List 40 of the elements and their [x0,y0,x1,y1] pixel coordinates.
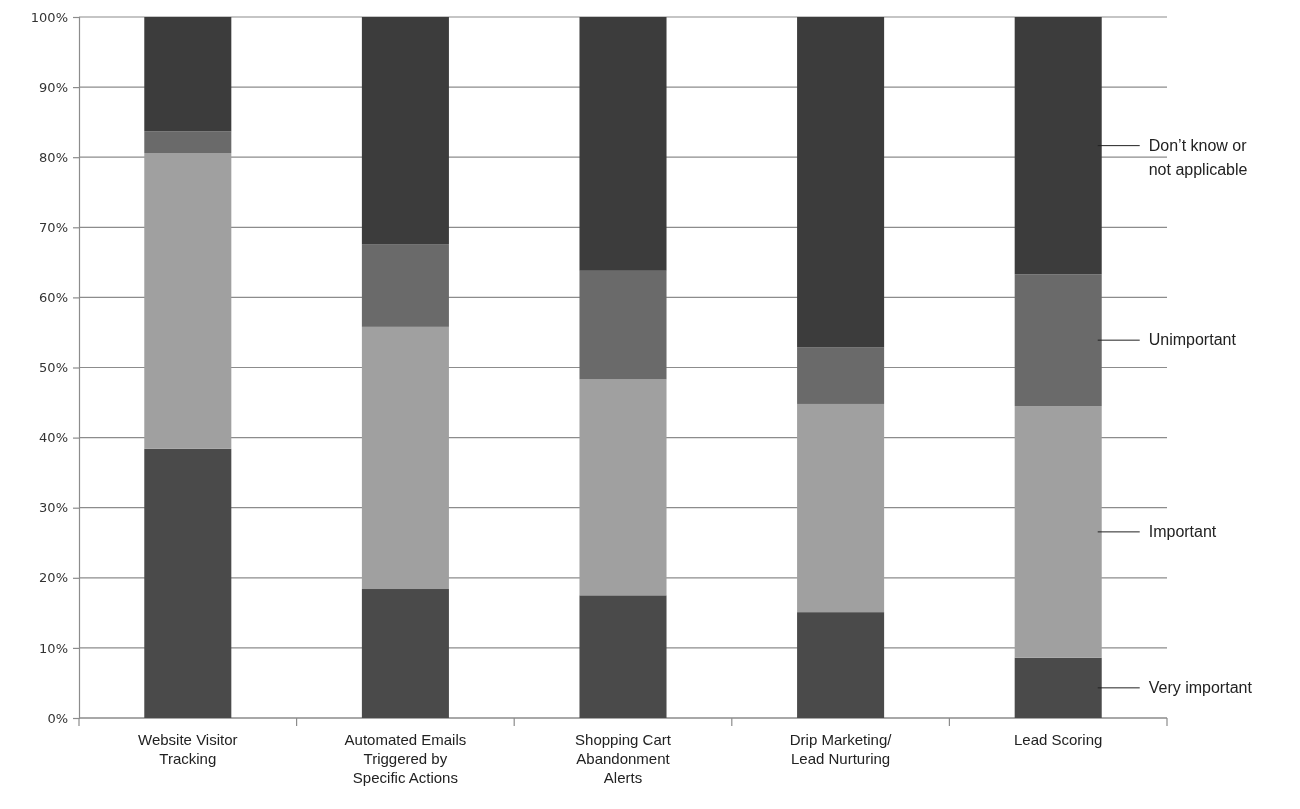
x-tick-label: Website Visitor Tracking [138,731,238,767]
y-tick-label: 60% [39,290,68,306]
bar [797,347,885,404]
bar [797,403,885,613]
bar [1014,17,1102,275]
x-tick-label: Shopping Cart Abandonment Alerts [575,731,672,786]
bar [1014,406,1102,658]
y-tick-label: 100% [30,9,68,25]
y-tick-label: 50% [39,360,68,376]
bar [579,379,667,596]
bar [361,244,449,327]
y-tick-label: 80% [39,149,68,165]
text: Important [1148,522,1217,540]
text: Unimportant [1148,331,1237,349]
bar [797,17,885,348]
x-tick-label: Drip Marketing/ Lead Nurturing [789,731,893,767]
text: Very important [1148,678,1253,696]
y-tick-label: 70% [39,219,68,235]
bar [361,17,449,245]
bar [579,270,667,380]
bar [144,131,232,153]
text: Don’t know or not applicable [1148,136,1248,178]
bar [797,612,885,718]
bar [361,589,449,718]
bar [1014,657,1102,718]
y-tick-label: 0% [47,710,68,726]
bar [579,17,667,271]
y-tick-label: 30% [39,500,68,516]
bar [361,326,449,590]
bar [579,595,667,718]
bar [144,448,232,718]
bar [144,152,232,449]
y-tick-label: 20% [39,570,68,586]
bar [1014,274,1102,407]
y-tick-label: 90% [39,79,68,95]
y-tick-label: 10% [39,640,68,656]
x-tick-label: Lead Scoring [1014,731,1103,748]
bar [144,17,232,132]
y-tick-label: 40% [39,430,68,446]
x-tick-label: Automated Emails Triggered by Specific Actions [344,731,467,786]
